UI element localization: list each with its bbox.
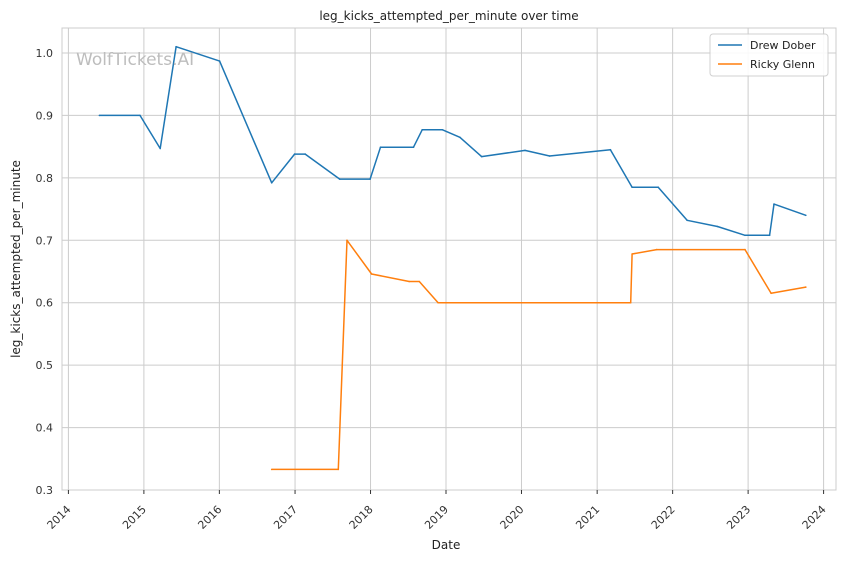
- y-tick-label: 0.8: [36, 172, 54, 185]
- data-point-drew-dober: [293, 153, 296, 155]
- data-point-drew-dober: [369, 178, 371, 180]
- data-point-drew-dober: [459, 136, 461, 139]
- data-point-ricky-glenn: [337, 468, 340, 471]
- data-point-ricky-glenn: [744, 248, 746, 251]
- data-point-ricky-glenn: [370, 273, 373, 275]
- legend-label-drew-dober: Drew Dober: [750, 39, 816, 52]
- data-point-ricky-glenn: [408, 280, 411, 283]
- data-point-drew-dober: [480, 155, 483, 158]
- data-point-drew-dober: [441, 129, 444, 131]
- x-tick-label: 2018: [347, 503, 376, 532]
- x-tick-label: 2019: [422, 503, 451, 532]
- y-tick-label: 0.3: [36, 484, 54, 497]
- y-tick-label: 0.7: [36, 234, 54, 247]
- data-point-drew-dober: [98, 114, 101, 117]
- data-point-drew-dober: [686, 219, 688, 222]
- data-point-drew-dober: [412, 146, 415, 148]
- x-tick-label: 2023: [724, 503, 753, 532]
- data-point-drew-dober: [609, 148, 612, 151]
- data-point-drew-dober: [657, 186, 659, 188]
- data-point-drew-dober: [716, 225, 719, 228]
- data-point-ricky-glenn: [770, 292, 772, 295]
- data-point-drew-dober: [270, 182, 273, 184]
- x-tick-label: 2021: [573, 503, 602, 532]
- y-axis-label: leg_kicks_attempted_per_minute: [9, 160, 23, 358]
- data-point-drew-dober: [218, 60, 221, 62]
- plot-area: [61, 27, 837, 491]
- series-lines: [98, 45, 807, 471]
- x-tick-label: 2016: [195, 503, 224, 532]
- data-point-ricky-glenn: [655, 248, 658, 251]
- y-tick-label: 0.4: [36, 422, 54, 435]
- x-axis-label: Date: [432, 538, 461, 552]
- data-point-drew-dober: [805, 214, 807, 217]
- x-tick-label: 2017: [271, 503, 300, 532]
- gridlines: [62, 28, 836, 494]
- data-point-drew-dober: [379, 146, 382, 148]
- data-point-drew-dober: [768, 234, 771, 237]
- data-point-drew-dober: [304, 153, 307, 155]
- data-point-ricky-glenn: [631, 253, 633, 255]
- watermark-text: WolfTickets.AI: [76, 50, 194, 70]
- data-point-drew-dober: [744, 234, 746, 237]
- data-point-ricky-glenn: [805, 286, 807, 288]
- data-point-ricky-glenn: [629, 301, 632, 304]
- data-point-drew-dober: [773, 203, 775, 205]
- legend: Drew Dober Ricky Glenn: [709, 33, 829, 77]
- data-point-drew-dober: [631, 186, 633, 188]
- x-tick-label: 2022: [649, 503, 678, 532]
- data-point-ricky-glenn: [437, 301, 439, 304]
- data-point-drew-dober: [338, 178, 341, 180]
- x-tick-label: 2015: [120, 503, 149, 532]
- y-tick-label: 1.0: [36, 47, 54, 60]
- data-point-ricky-glenn: [346, 239, 348, 242]
- chart-title: leg_kicks_attempted_per_minute over time: [319, 9, 578, 23]
- data-point-drew-dober: [175, 45, 177, 48]
- y-tick-label: 0.9: [36, 109, 54, 122]
- x-tick-label: 2020: [498, 503, 527, 532]
- x-tick-label: 2024: [800, 503, 829, 532]
- data-point-drew-dober: [548, 155, 551, 157]
- data-point-drew-dober: [524, 149, 526, 152]
- data-point-ricky-glenn: [418, 280, 421, 283]
- data-point-drew-dober: [159, 147, 161, 150]
- y-tick-label: 0.5: [36, 359, 54, 372]
- legend-label-ricky-glenn: Ricky Glenn: [750, 58, 815, 71]
- data-point-drew-dober: [139, 114, 141, 117]
- data-point-ricky-glenn: [270, 468, 273, 471]
- y-tick-label: 0.6: [36, 297, 54, 310]
- x-tick-label: 2014: [45, 503, 74, 532]
- data-point-drew-dober: [421, 129, 424, 131]
